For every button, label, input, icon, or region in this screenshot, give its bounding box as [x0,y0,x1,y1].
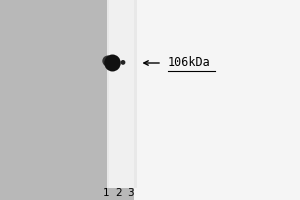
Ellipse shape [102,55,114,66]
Bar [109,0,134,188]
Text: 1: 1 [103,188,110,198]
Bar [134,0,300,200]
Text: 2: 2 [115,188,122,198]
Text: 106kDa: 106kDa [168,56,211,69]
Bar [106,0,136,188]
Text: 3: 3 [127,188,134,198]
Ellipse shape [104,54,121,72]
Ellipse shape [121,60,125,65]
